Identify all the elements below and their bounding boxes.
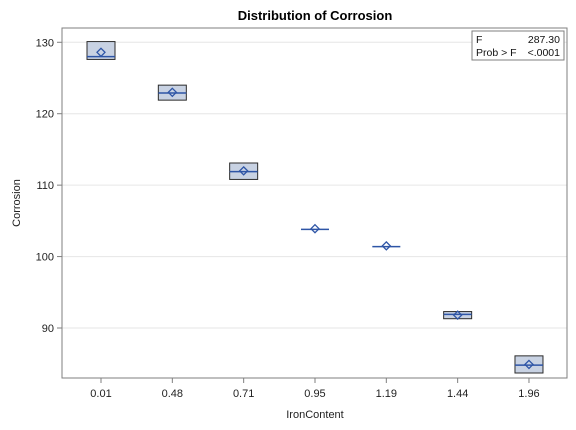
box-group [443,310,473,321]
mean-marker [238,165,249,176]
y-axis-label: Corrosion [11,179,23,227]
mean-marker [167,87,178,98]
box-group [300,223,329,234]
chart-title: Distribution of Corrosion [238,8,393,23]
x-tick-label: 1.44 [447,388,468,400]
mean-marker [310,223,320,234]
p-label: Prob > F [476,47,517,59]
gridlines [62,41,567,329]
mean-marker [452,310,463,321]
box-iqr [86,41,116,60]
box-group [514,355,544,374]
plot-frame [61,27,568,379]
x-tick-label: 0.01 [90,388,111,400]
f-label: F [476,34,482,46]
box-group [229,162,259,180]
f-value: 287.30 [528,34,560,46]
x-tick-label: 1.96 [518,388,539,400]
boxes [86,41,544,374]
x-tick-label: 0.71 [233,388,254,400]
y-tick-label: 90 [42,323,54,335]
mean-marker [96,47,106,58]
y-tick-label: 100 [36,252,54,264]
stats-inset-box [471,30,565,61]
y-axis-ticks: 90 100 110 120 130 [36,37,62,335]
mean-marker [524,359,534,370]
box-group [86,41,116,60]
y-tick-label: 130 [36,37,54,49]
x-axis-label: IronContent [286,409,343,421]
y-tick-label: 110 [36,180,54,192]
x-axis-ticks: 0.01 0.48 0.71 0.95 1.19 1.44 1.96 [90,378,540,400]
x-tick-label: 0.95 [304,388,325,400]
box-group [372,240,401,251]
stats-inset: F 287.30 Prob > F <.0001 [471,30,565,61]
box-group [157,84,187,101]
mean-marker [381,240,392,251]
x-tick-label: 1.19 [376,388,397,400]
p-value: <.0001 [528,47,561,59]
x-tick-label: 0.48 [162,388,183,400]
y-tick-label: 120 [36,109,54,121]
